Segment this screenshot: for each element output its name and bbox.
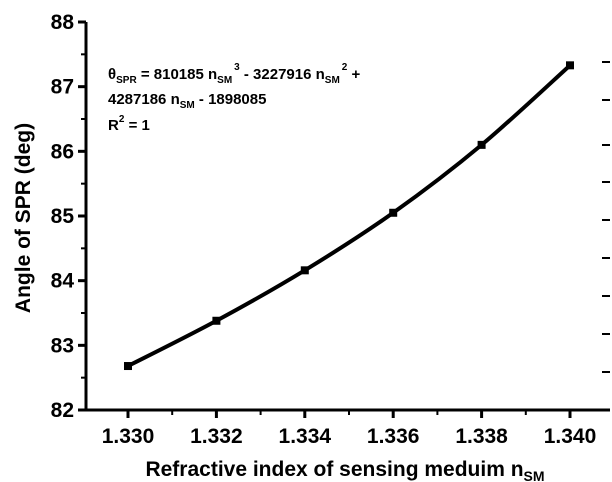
eq-term-2-sub: SM bbox=[325, 75, 340, 86]
x-tick-label: 1.338 bbox=[455, 425, 508, 448]
data-point bbox=[566, 61, 574, 70]
theta-symbol: θ bbox=[108, 66, 116, 83]
r-squared-label: R2 = 1 bbox=[108, 114, 150, 134]
eq-term-1: = 810185 n bbox=[137, 66, 217, 83]
y-axis-title: Angle of SPR (deg) bbox=[12, 123, 35, 313]
x-tick-label: 1.336 bbox=[367, 425, 420, 448]
y-axis-ticks: 82 83 84 85 86 87 88 bbox=[51, 11, 610, 422]
eq-term-1-sup: 3 bbox=[234, 62, 240, 73]
y-tick-label: 87 bbox=[51, 76, 74, 99]
x-axis-ticks: 1.330 1.332 1.334 1.336 1.338 1.340 bbox=[102, 410, 597, 448]
x-axis-title-text: Refractive index of sensing meduim n bbox=[145, 458, 523, 481]
data-point bbox=[124, 362, 132, 371]
equation-line-2: 4287186 nSM - 1898085 bbox=[108, 91, 266, 111]
data-point bbox=[477, 140, 486, 149]
y-tick-label: 85 bbox=[51, 205, 75, 228]
x-axis-title-subscript: SM bbox=[524, 468, 545, 482]
x-tick-label: 1.334 bbox=[279, 425, 332, 448]
eq-term-2-sup: 2 bbox=[342, 62, 348, 73]
data-point bbox=[300, 266, 309, 275]
x-tick-label: 1.332 bbox=[190, 425, 243, 448]
r-squared-sup: 2 bbox=[119, 114, 125, 125]
y-tick-label: 88 bbox=[51, 11, 75, 34]
x-axis-title: Refractive index of sensing meduim nSM bbox=[145, 458, 544, 482]
y-tick-label: 82 bbox=[51, 399, 74, 422]
r-squared-value: = 1 bbox=[124, 117, 149, 134]
theta-subscript: SPR bbox=[116, 75, 137, 86]
y-tick-label: 86 bbox=[51, 140, 74, 163]
x-tick-label: 1.340 bbox=[544, 425, 597, 448]
eq-term-2-plus: + bbox=[347, 66, 360, 83]
eq-term-3: 4287186 n bbox=[108, 91, 180, 108]
series-group bbox=[124, 61, 574, 371]
r-symbol: R bbox=[108, 117, 119, 134]
y-tick-label: 83 bbox=[51, 334, 74, 357]
eq-term-1-sub: SM bbox=[217, 75, 232, 86]
x-tick-label: 1.330 bbox=[102, 425, 155, 448]
equation-line-1: θSPR = 810185 nSM3 - 3227916 nSM2 + bbox=[108, 62, 361, 86]
data-point bbox=[212, 316, 221, 325]
eq-term-3-sub: SM bbox=[180, 100, 195, 111]
eq-term-4: - 1898085 bbox=[195, 91, 267, 108]
data-point bbox=[389, 208, 398, 217]
eq-term-2: - 3227916 n bbox=[240, 66, 325, 83]
y-tick-label: 84 bbox=[51, 270, 75, 293]
